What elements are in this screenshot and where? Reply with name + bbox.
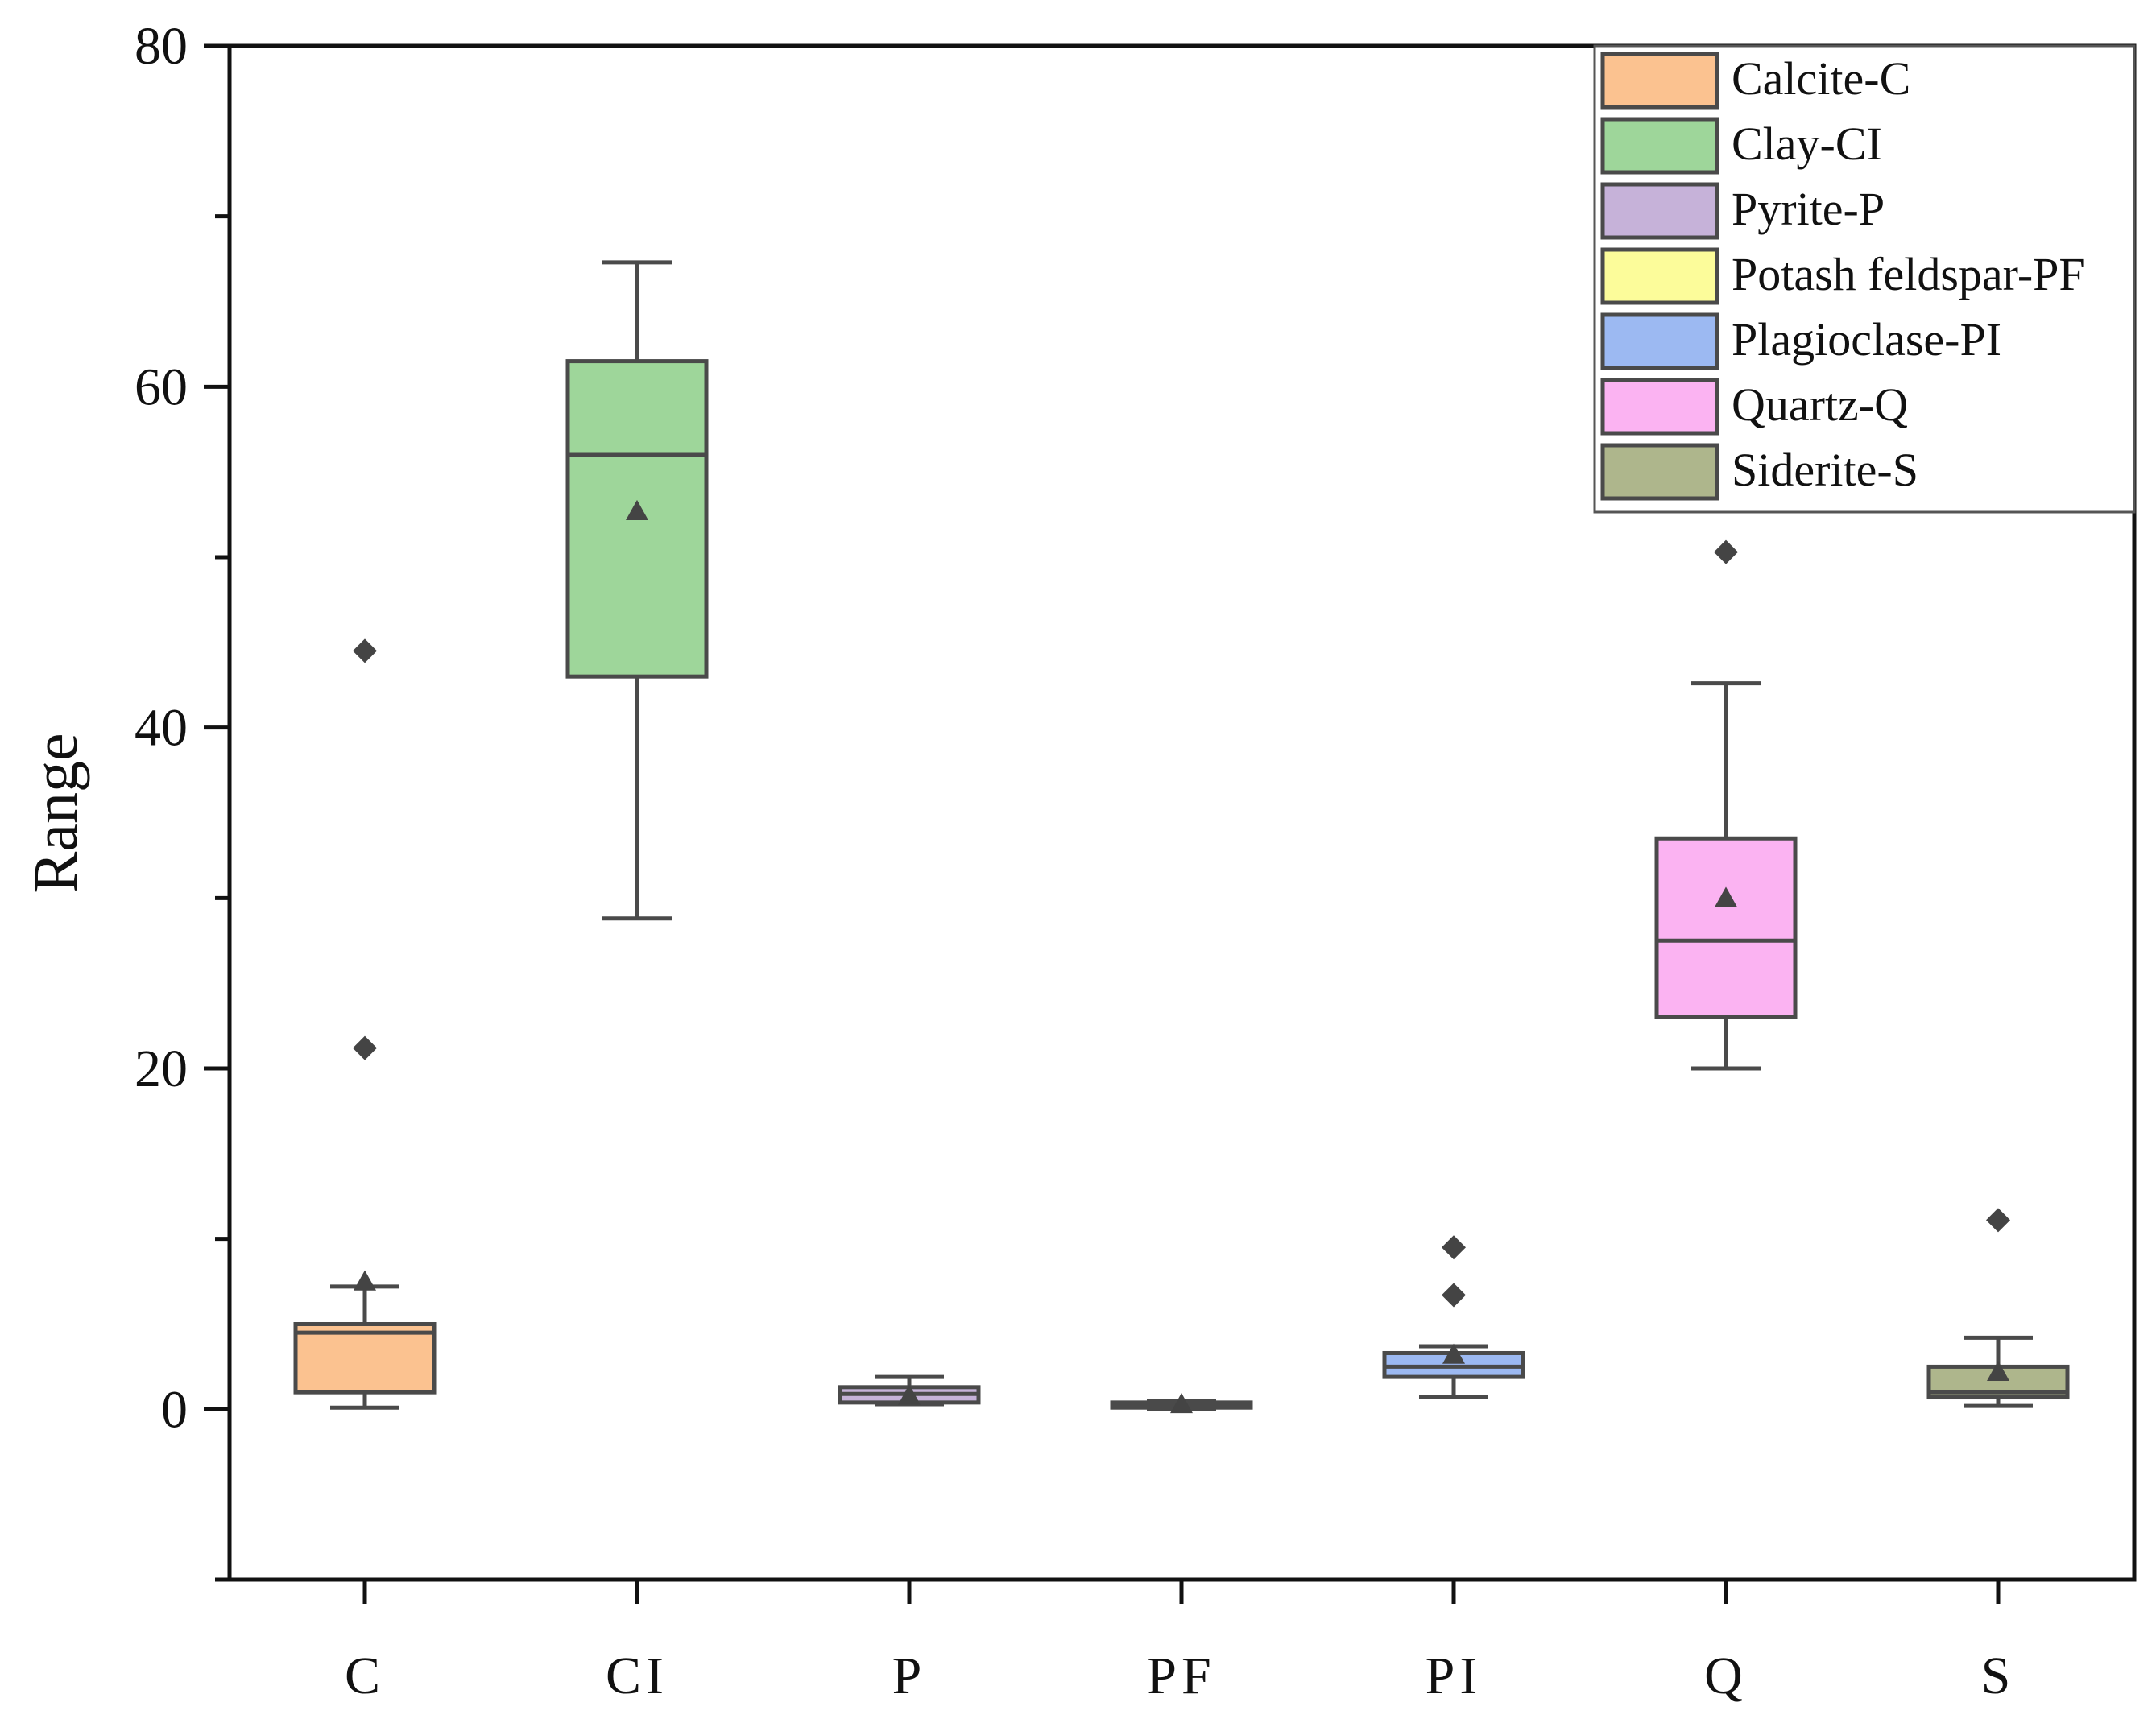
box-group-pi [1382,1235,1525,1400]
y-tick-label: 0 [161,1380,188,1439]
mean-marker [354,1270,376,1291]
box-iqr [565,359,709,679]
legend-swatch [1600,52,1719,110]
outlier-point [1986,1208,2010,1233]
legend: Calcite-C Clay-CI Pyrite-P Potash feldspar-… [1593,44,2136,514]
x-tick-label: PI [1426,1647,1483,1705]
box-group-pf [1110,1392,1253,1414]
legend-item: Calcite-C [1600,52,1910,110]
box-iqr [1654,836,1798,1019]
legend-item: Quartz-Q [1600,378,1908,436]
box-group-ci [565,260,709,921]
box-group-q [1654,539,1798,1071]
legend-label: Plagioclase-PI [1732,313,2001,366]
legend-label: Pyrite-P [1732,183,1885,235]
legend-label: Siderite-S [1732,444,1918,496]
mean-marker [1442,1343,1465,1364]
legend-label: Clay-CI [1732,118,1882,170]
outlier-point [1442,1283,1466,1308]
y-axis: 0 20 40 60 80 [134,17,230,1582]
y-tick-label: 60 [134,357,188,416]
x-tick-label: Q [1704,1647,1748,1705]
outlier-point [353,1035,377,1060]
legend-item: Potash feldspar-PF [1600,247,2085,305]
legend-swatch [1600,443,1719,501]
outlier-point [1714,539,1738,564]
mean-marker [898,1384,921,1405]
legend-item: Plagioclase-PI [1600,312,2001,370]
legend-label: Calcite-C [1732,52,1910,105]
box-group-c [293,638,437,1410]
box-group-p [838,1374,981,1407]
y-axis-title: Range [20,733,90,893]
legend-item: Clay-CI [1600,117,1882,175]
x-tick-label: CI [606,1647,668,1705]
box-iqr [293,1322,437,1395]
x-tick-label: C [345,1647,385,1705]
legend-swatch [1600,378,1719,436]
legend-item: Pyrite-P [1600,182,1885,240]
outlier-point [353,638,377,663]
legend-swatch [1600,312,1719,370]
x-tick-label: PF [1147,1647,1215,1705]
mean-marker [1170,1392,1193,1414]
mean-marker [626,499,648,521]
legend-label: Quartz-Q [1732,378,1908,431]
y-tick-label: 40 [134,699,188,758]
outlier-point [1442,1235,1466,1260]
x-tick-label: S [1981,1647,2016,1705]
x-axis: C CI P PF PI Q S [345,1580,2016,1705]
y-tick-label: 80 [134,17,188,76]
mean-marker [1987,1360,2009,1381]
legend-swatch [1600,247,1719,305]
y-tick-label: 20 [134,1039,188,1098]
legend-swatch [1600,117,1719,175]
mean-marker [1715,886,1737,907]
boxes-layer [293,260,2070,1414]
legend-swatch [1600,182,1719,240]
legend-label: Potash feldspar-PF [1732,248,2085,300]
x-tick-label: P [892,1647,927,1705]
legend-item: Siderite-S [1600,443,1918,501]
box-group-s [1926,1208,2070,1408]
